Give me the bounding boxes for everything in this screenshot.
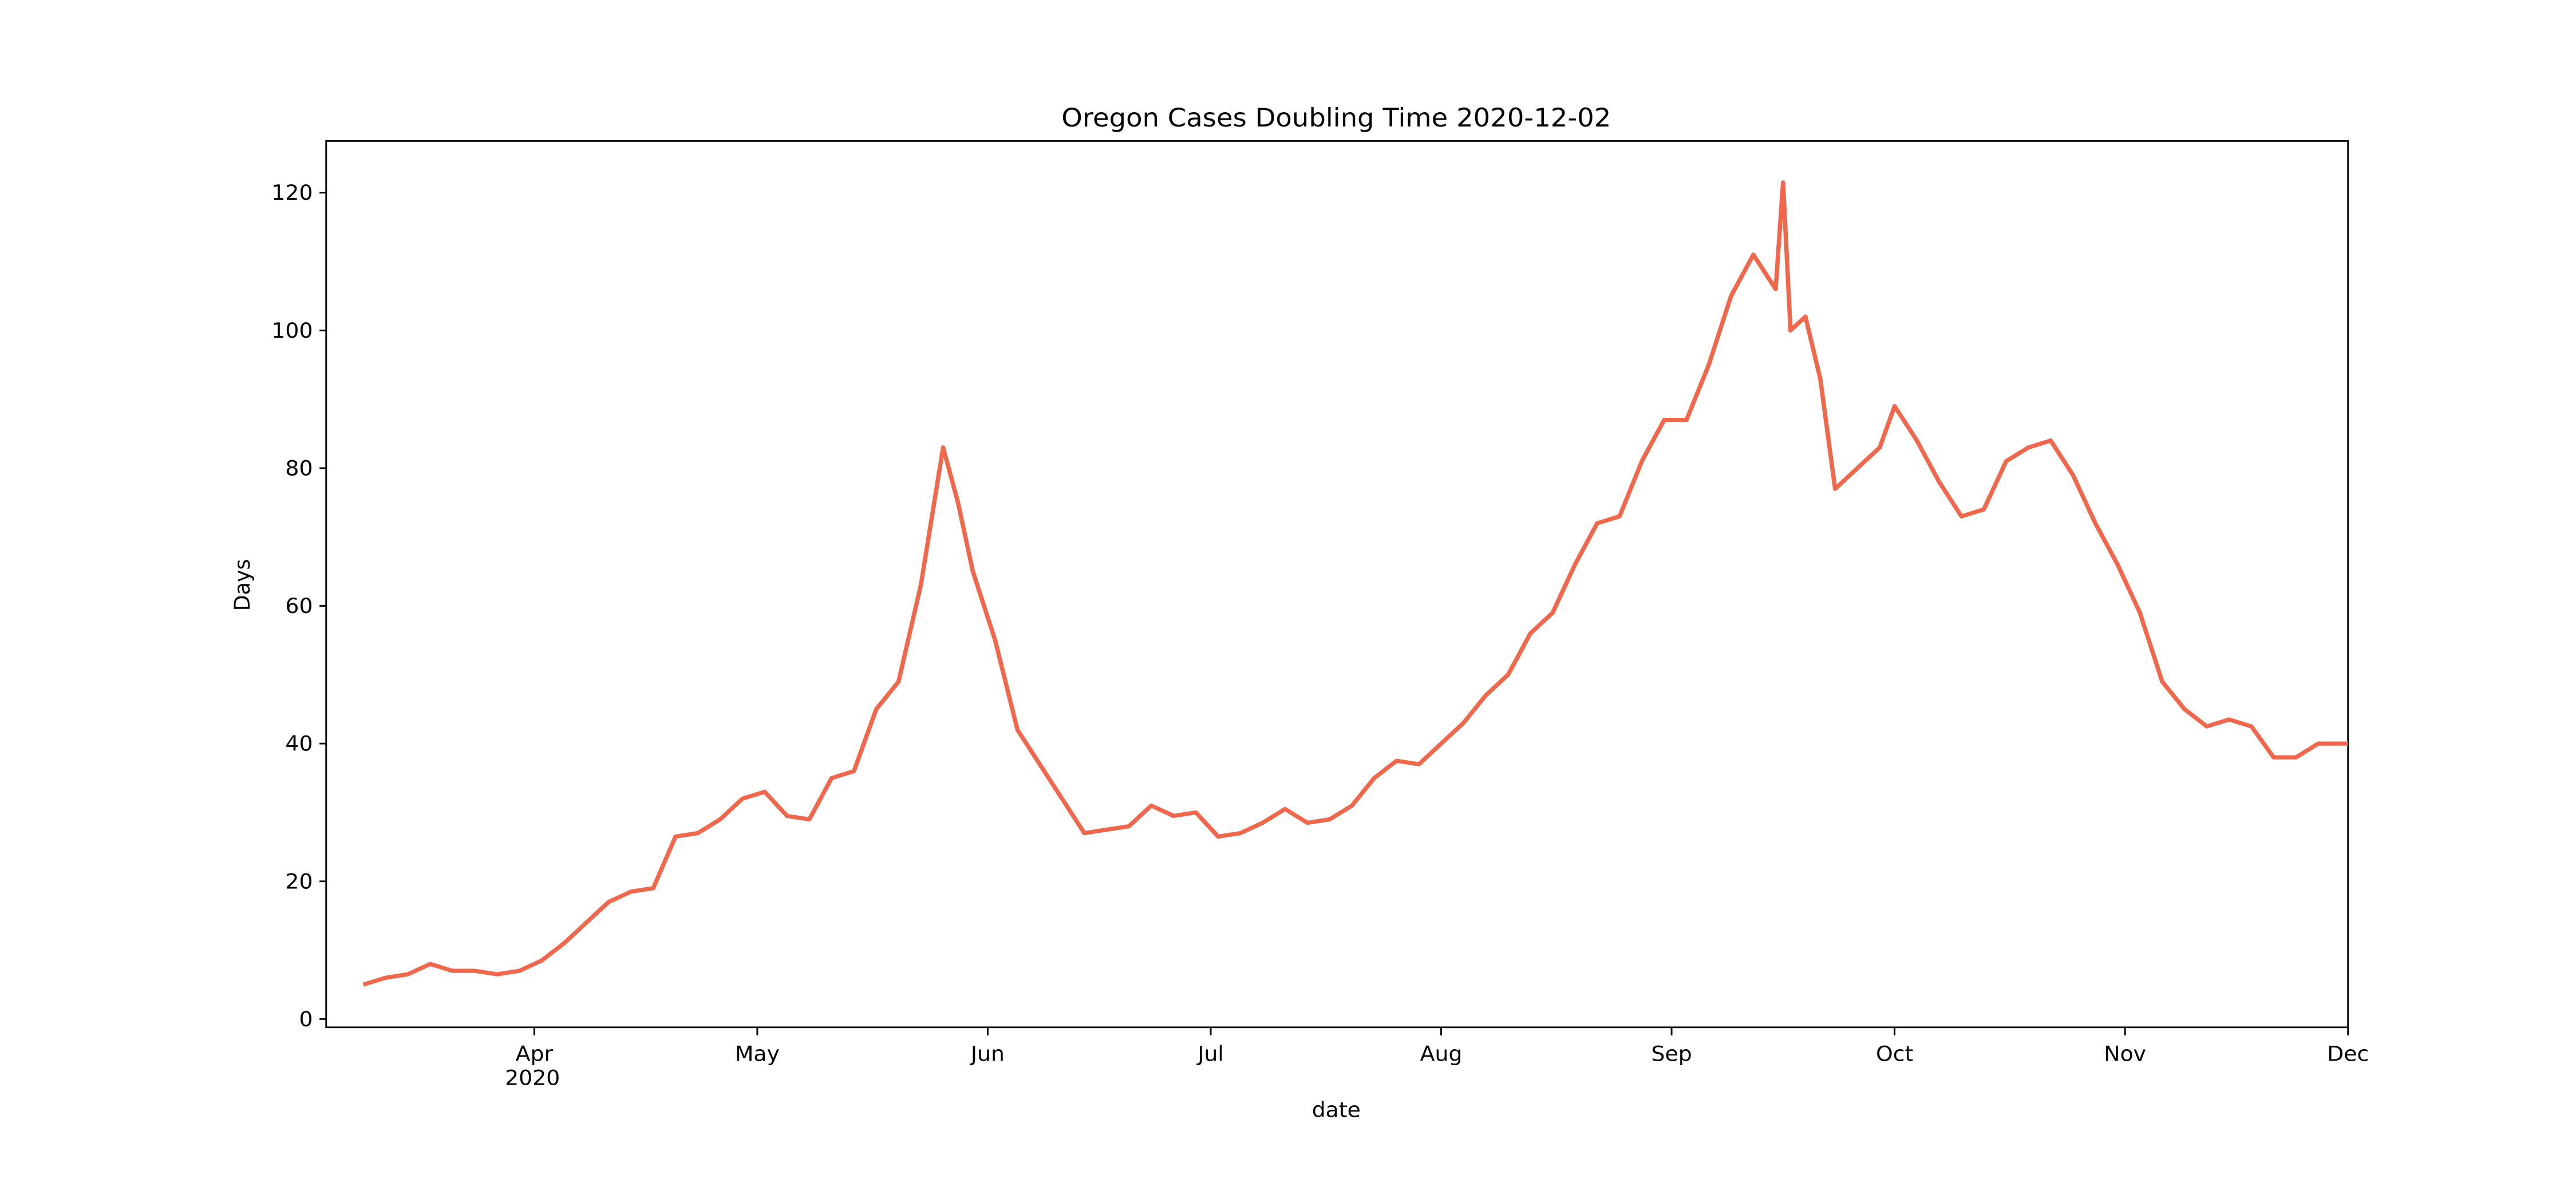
x-tick-label: Jun (970, 1042, 1005, 1066)
data-line (362, 180, 2348, 987)
x-tick-label: May (735, 1042, 780, 1066)
year-label: 2020 (505, 1066, 560, 1090)
y-tick-label: 100 (271, 318, 313, 342)
plot-frame (325, 140, 2349, 1029)
y-tick-label: 60 (285, 594, 313, 618)
x-axis-label: date (1312, 1098, 1361, 1122)
x-tick-label: Nov (2104, 1042, 2146, 1066)
x-tick-label: Dec (2327, 1042, 2369, 1066)
y-tick-label: 40 (285, 732, 313, 756)
y-tick-label: 80 (285, 456, 313, 480)
chart-title: Oregon Cases Doubling Time 2020-12-02 (1061, 103, 1611, 133)
y-tick-label: 20 (285, 869, 313, 893)
x-tick-label: Aug (1420, 1042, 1463, 1066)
x-tick-label: Apr (516, 1042, 554, 1066)
x-tick-label: Jul (1196, 1042, 1224, 1066)
y-tick-label: 0 (299, 1007, 313, 1031)
x-tick-label: Sep (1651, 1042, 1692, 1066)
y-tick-label: 120 (271, 181, 313, 205)
y-axis-label: Days (230, 559, 255, 611)
x-tick-label: Oct (1876, 1042, 1913, 1066)
